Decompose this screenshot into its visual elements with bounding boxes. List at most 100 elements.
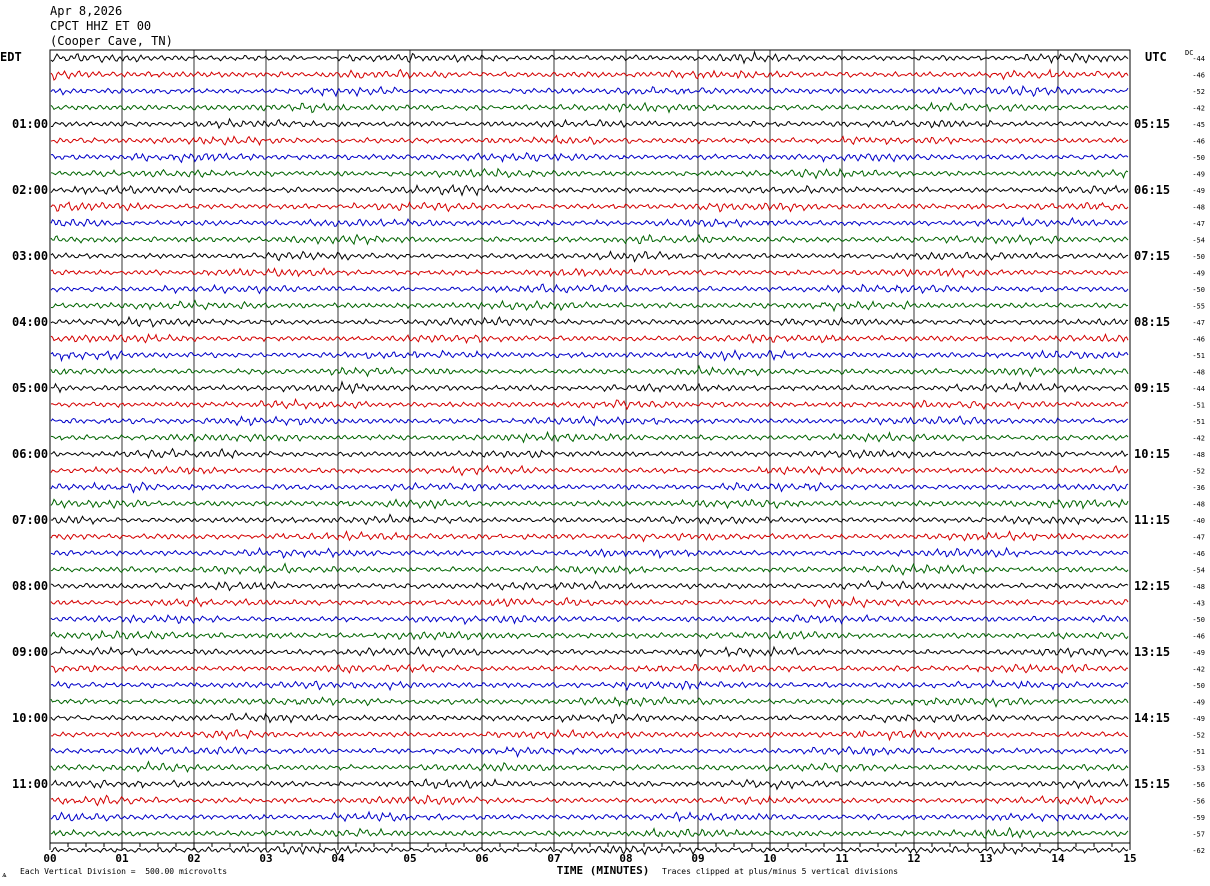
dc-offset-value: -50	[1192, 616, 1205, 624]
x-tick-label: 00	[43, 852, 56, 865]
seismic-trace	[50, 530, 1129, 543]
seismic-traces	[50, 50, 1129, 856]
dc-offset-value: -49	[1192, 649, 1205, 657]
x-tick-label: 11	[835, 852, 849, 865]
utc-hour-labels: 05:15 06:15 07:15 08:15 09:15 10:15 11:15 12:15…	[1134, 117, 1170, 791]
utc-hour-label: 14:15	[1134, 711, 1170, 725]
dc-offset-value: -52	[1192, 732, 1205, 740]
seismic-trace	[50, 696, 1129, 709]
seismic-trace	[50, 447, 1129, 460]
utc-hour-label: 10:15	[1134, 447, 1170, 461]
dc-offset-value: -46	[1192, 336, 1205, 344]
x-tick-label: 01	[115, 852, 129, 865]
seismic-trace	[50, 50, 1129, 65]
edt-hour-label: 01:00	[12, 117, 48, 131]
seismic-trace	[50, 464, 1129, 477]
right-timezone-label: UTC	[1145, 50, 1167, 64]
dc-offset-value: -42	[1192, 105, 1205, 113]
seismic-trace	[50, 183, 1129, 197]
seismic-trace	[50, 562, 1129, 576]
dc-offset-value: -50	[1192, 253, 1205, 261]
station-code: CPCT HHZ ET 00	[50, 19, 152, 33]
seismic-trace	[50, 364, 1129, 378]
dc-offset-value: -44	[1192, 385, 1205, 393]
dc-offset-value: -48	[1192, 451, 1205, 459]
seismic-trace	[50, 216, 1129, 228]
edt-hour-label: 08:00	[12, 579, 48, 593]
edt-hour-labels: 01:00 02:00 03:00 04:00 05:00 06:00 07:00 08:00…	[12, 117, 48, 791]
dc-offset-value: -49	[1192, 715, 1205, 723]
dc-offset-value: -48	[1192, 501, 1205, 509]
x-axis-title: TIME (MINUTES)	[557, 864, 650, 877]
seismic-trace	[50, 481, 1129, 494]
dc-offset-value: -47	[1192, 534, 1205, 542]
utc-hour-label: 06:15	[1134, 183, 1170, 197]
dc-offset-value: -62	[1192, 847, 1205, 855]
edt-hour-label: 09:00	[12, 645, 48, 659]
seismic-trace	[50, 101, 1129, 114]
dc-offset-value: -42	[1192, 666, 1205, 674]
seismic-trace	[50, 267, 1129, 279]
dc-offset-value: -49	[1192, 699, 1205, 707]
seismic-trace	[50, 712, 1129, 725]
dc-offset-value: -44	[1192, 55, 1205, 63]
dc-offset-header: DC	[1185, 49, 1194, 57]
seismic-trace	[50, 332, 1129, 345]
logo-mark: ѧ	[2, 870, 7, 879]
seismic-trace	[50, 745, 1129, 759]
dc-offset-value: -56	[1192, 781, 1205, 789]
dc-offset-value: -42	[1192, 435, 1205, 443]
dc-offset-value: -52	[1192, 88, 1205, 96]
edt-hour-label: 11:00	[12, 777, 48, 791]
x-tick-label: 13	[979, 852, 992, 865]
dc-offset-value: -54	[1192, 237, 1205, 245]
dc-offset-value: -40	[1192, 517, 1205, 525]
edt-hour-label: 04:00	[12, 315, 48, 329]
dc-offset-value: -46	[1192, 633, 1205, 641]
dc-offset-value: -49	[1192, 270, 1205, 278]
edt-hour-label: 03:00	[12, 249, 48, 263]
seismic-trace	[50, 595, 1129, 609]
seismic-trace	[50, 315, 1129, 328]
plot-date: Apr 8,2026	[50, 4, 123, 18]
seismic-trace	[50, 283, 1129, 295]
seismic-trace	[50, 629, 1129, 641]
utc-hour-label: 12:15	[1134, 579, 1170, 593]
seismic-trace	[50, 299, 1129, 313]
left-timezone-label: EDT	[0, 50, 22, 64]
dc-offset-value: -36	[1192, 484, 1205, 492]
seismic-trace	[50, 579, 1129, 592]
utc-hour-label: 13:15	[1134, 645, 1170, 659]
seismic-trace	[50, 134, 1129, 147]
dc-offset-value: -48	[1192, 204, 1205, 212]
seismic-trace	[50, 760, 1129, 774]
x-tick-label: 07	[547, 852, 560, 865]
edt-hour-label: 07:00	[12, 513, 48, 527]
dc-offset-value: -48	[1192, 369, 1205, 377]
station-location: (Cooper Cave, TN)	[50, 34, 173, 48]
utc-hour-label: 15:15	[1134, 777, 1170, 791]
edt-hour-label: 02:00	[12, 183, 48, 197]
clipping-note: Traces clipped at plus/minus 5 vertical …	[662, 867, 899, 876]
seismic-trace	[50, 415, 1129, 427]
x-tick-label: 14	[1051, 852, 1065, 865]
dc-offset-value: -57	[1192, 831, 1205, 839]
seismic-trace	[50, 794, 1129, 807]
dc-offset-value: -50	[1192, 286, 1205, 294]
seismic-trace	[50, 663, 1129, 675]
seismic-trace	[50, 826, 1129, 840]
dc-offset-value: -45	[1192, 121, 1205, 129]
minute-grid	[49, 49, 1131, 844]
time-axis: 00 01 02 03 04 05 06 07 08 09 10 11 12 13 14 15	[43, 843, 1137, 865]
x-tick-label: 05	[403, 852, 416, 865]
dc-offset-value: -51	[1192, 418, 1205, 426]
dc-offset-value: -46	[1192, 72, 1205, 80]
seismic-trace	[50, 679, 1129, 692]
utc-hour-label: 11:15	[1134, 513, 1170, 527]
utc-hour-label: 08:15	[1134, 315, 1170, 329]
utc-hour-label: 09:15	[1134, 381, 1170, 395]
vertical-scale-note: Each Vertical Division = 500.00 microvol…	[20, 867, 228, 876]
x-tick-label: 02	[187, 852, 200, 865]
plot-frame	[49, 49, 1131, 844]
dc-offset-value: -50	[1192, 682, 1205, 690]
